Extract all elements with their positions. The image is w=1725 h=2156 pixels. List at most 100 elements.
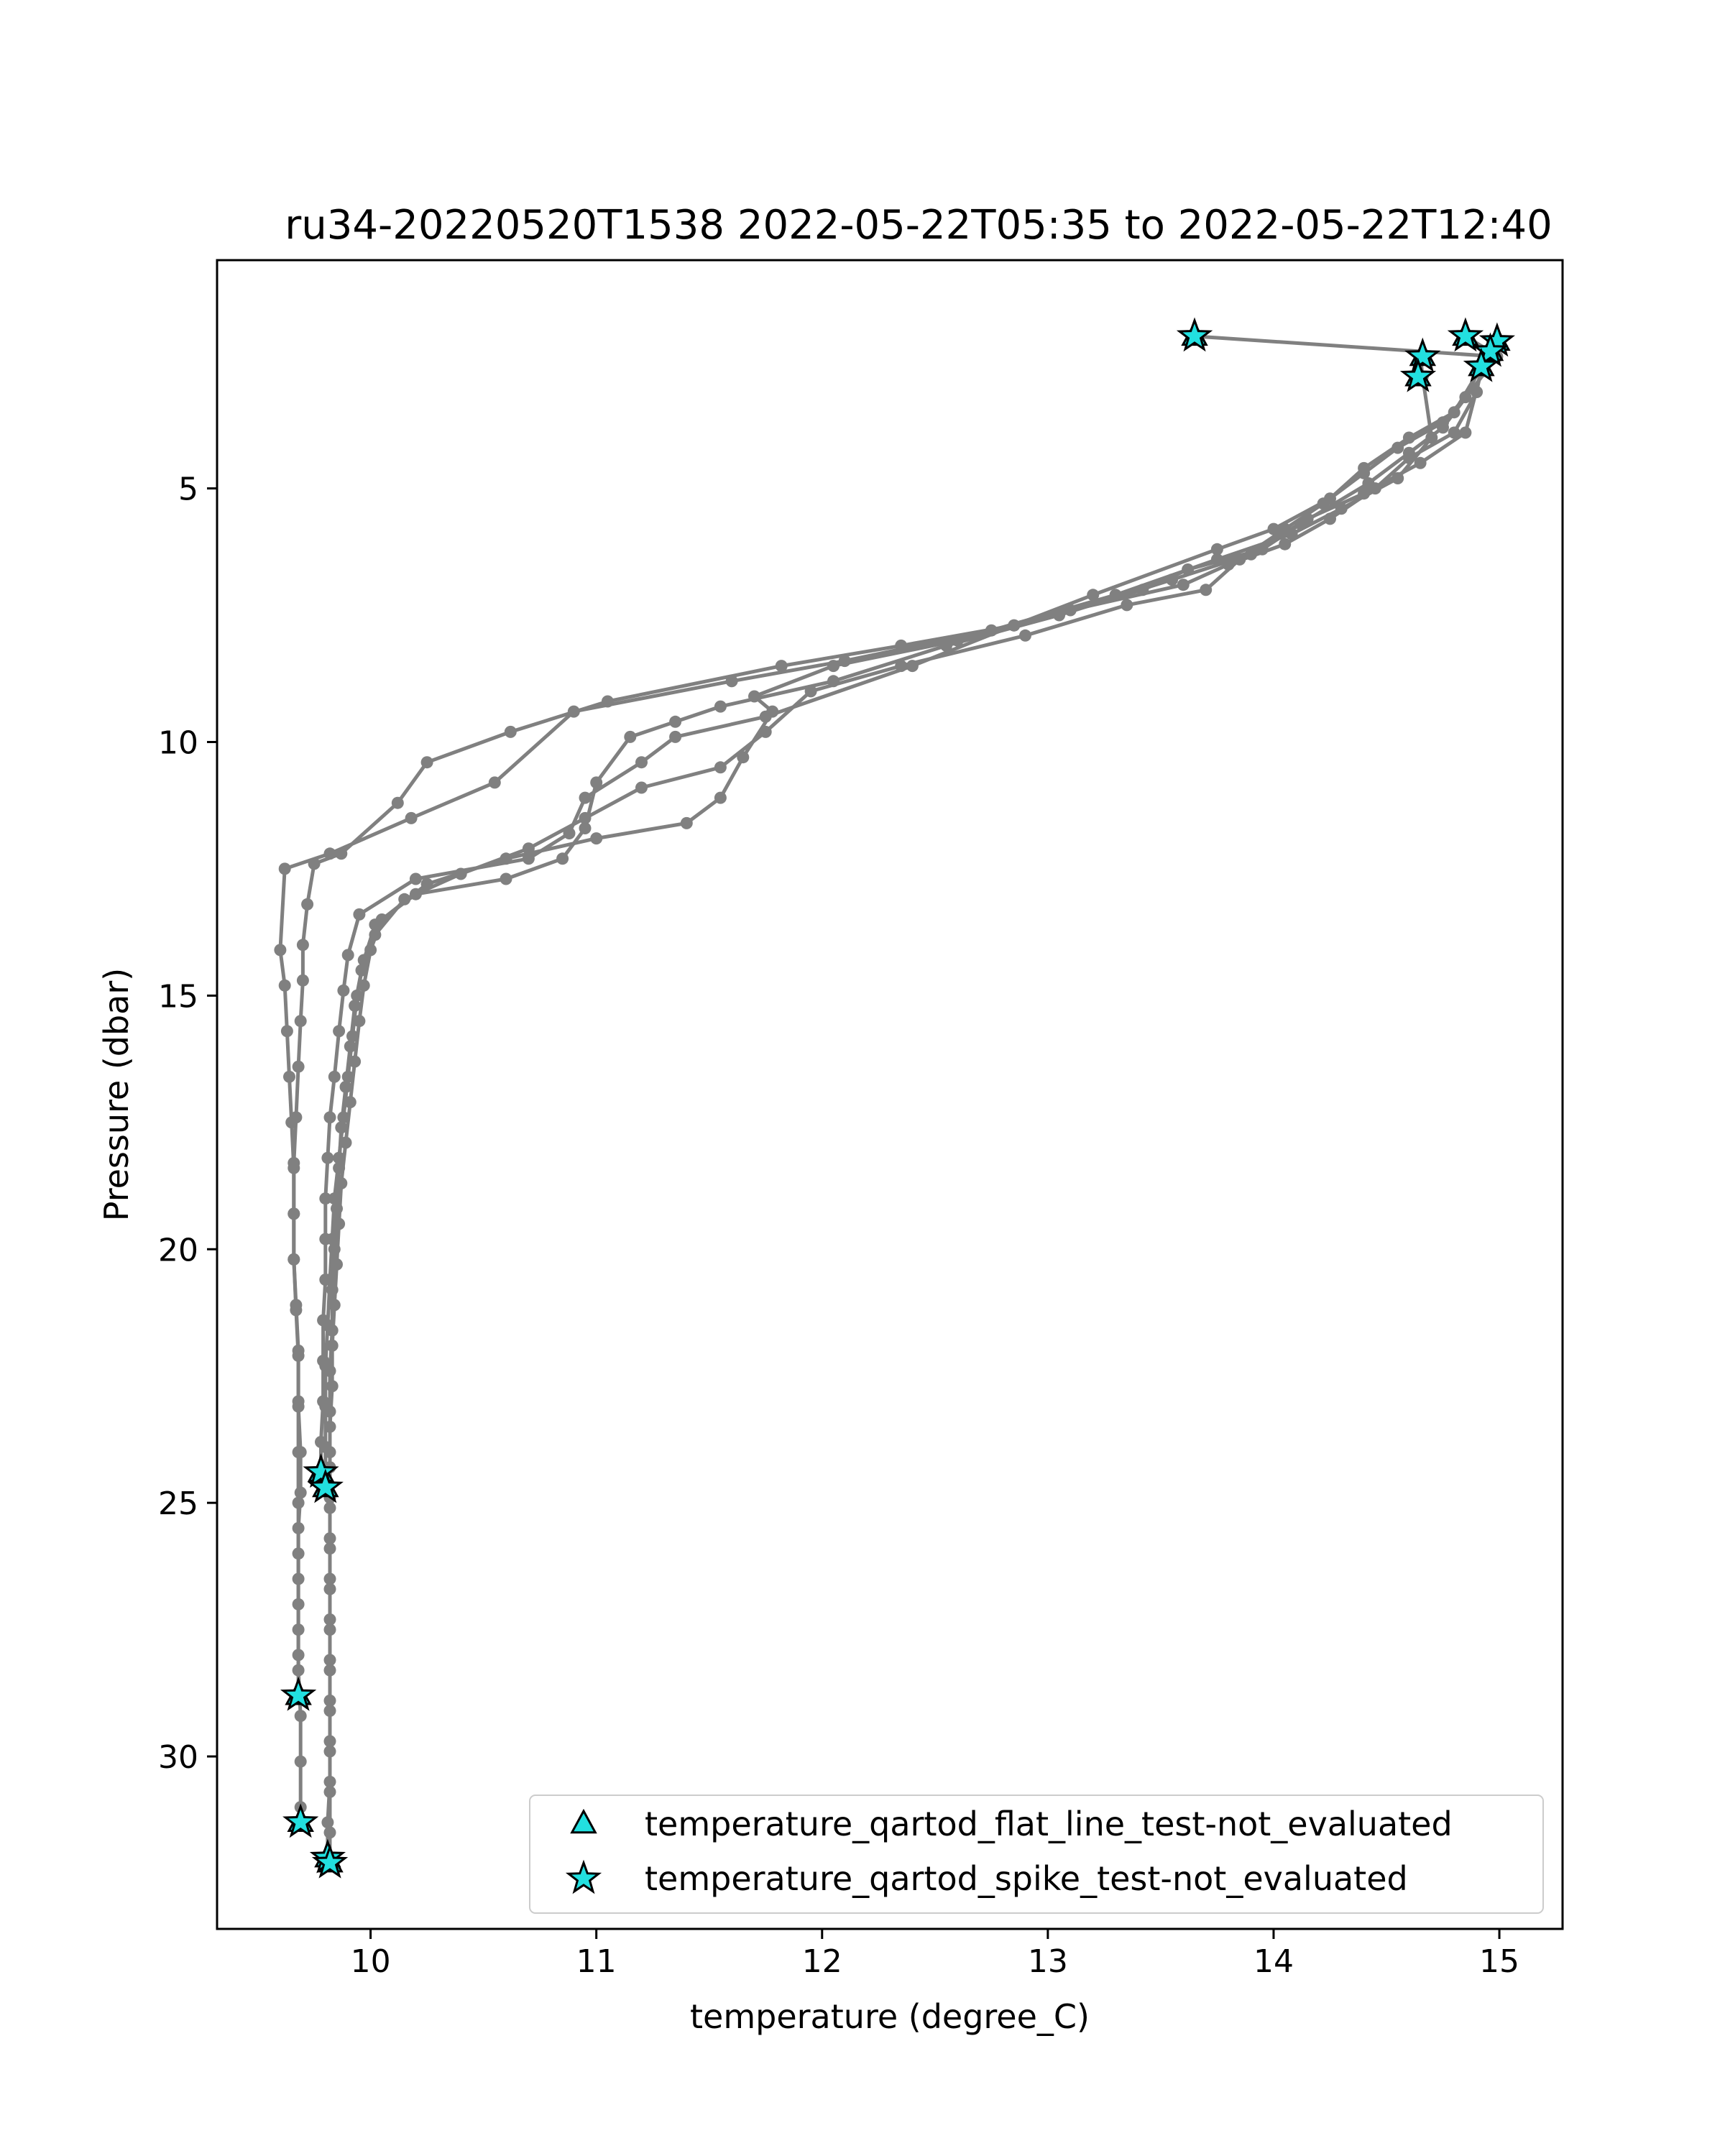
profile-point — [669, 715, 682, 728]
y-tick-label: 5 — [178, 471, 198, 508]
profile-point — [319, 1192, 332, 1205]
profile-point — [775, 660, 788, 673]
profile-point — [294, 1710, 307, 1723]
profile-point — [635, 781, 648, 794]
spike-flag-marker — [303, 1453, 339, 1488]
profile-point — [1448, 426, 1460, 439]
y-axis-label: Pressure (dbar) — [97, 968, 136, 1221]
profile-line — [326, 361, 1486, 1858]
profile-point — [349, 1055, 362, 1068]
profile-point — [714, 791, 727, 804]
profile-point — [1437, 416, 1449, 429]
profile-point — [278, 979, 291, 992]
profile-point — [294, 1486, 307, 1499]
legend-box — [529, 1795, 1544, 1914]
profile-point — [328, 1243, 341, 1256]
profile-point — [292, 1598, 305, 1611]
profile-point — [1358, 466, 1371, 479]
profile-point — [504, 725, 517, 738]
spike-flag-marker — [280, 1676, 317, 1711]
profile-point — [321, 1151, 334, 1164]
profile-point — [1121, 599, 1133, 612]
profile-series — [321, 355, 1490, 1864]
profile-point — [323, 1613, 336, 1626]
profile-point — [398, 893, 411, 906]
profile-point — [353, 908, 366, 921]
profile-point — [323, 1826, 336, 1839]
profile-point — [579, 811, 592, 824]
x-tick-label: 14 — [1254, 1943, 1294, 1980]
profile-point — [323, 847, 336, 860]
profile-point — [292, 1344, 305, 1357]
legend-star-glyph — [565, 1859, 602, 1894]
profile-point — [355, 964, 368, 977]
profile-point — [283, 1070, 295, 1083]
x-axis-label: temperature (degree_C) — [690, 1997, 1090, 2036]
profile-point — [522, 842, 535, 855]
profile-line — [323, 341, 1494, 1488]
profile-point — [635, 756, 648, 769]
profile-point — [290, 1299, 303, 1312]
profile-point — [294, 1015, 307, 1028]
profile-point — [748, 690, 760, 703]
y-tick-label: 10 — [158, 724, 198, 761]
profile-point — [766, 705, 779, 718]
legend-marker-triangle — [570, 1808, 597, 1834]
profile-point — [341, 949, 354, 962]
profile-point — [323, 1735, 336, 1748]
legend-label-flat-line: temperature_qartod_flat_line_test-not_ev… — [645, 1805, 1453, 1843]
spike-flag-marker — [1404, 337, 1441, 372]
profile-point — [1200, 584, 1213, 596]
profile-point — [339, 1080, 352, 1093]
profile-point — [369, 929, 382, 941]
spike-flag-marker — [1463, 347, 1499, 382]
spike-flag-marker — [1447, 317, 1484, 352]
profile-point — [292, 1395, 305, 1408]
legend-label-spike: temperature_qartod_spike_test-not_evalua… — [645, 1859, 1408, 1898]
profile-point — [296, 974, 309, 987]
profile-point — [323, 1365, 336, 1378]
profile-point — [1402, 451, 1415, 464]
profile-point — [292, 1446, 305, 1459]
profile-point — [344, 1040, 356, 1053]
profile-point — [333, 1161, 346, 1174]
y-tick-label: 30 — [158, 1739, 198, 1776]
profile-point — [1279, 538, 1292, 550]
spike-flag-marker — [282, 1803, 319, 1838]
profile-point — [827, 660, 840, 673]
profile-point — [1368, 482, 1381, 495]
profile-point — [288, 1161, 300, 1174]
profile-point — [1064, 604, 1077, 617]
profile-point — [1459, 426, 1472, 439]
profile-point — [288, 1253, 300, 1266]
profile-point — [301, 898, 314, 911]
plot-frame — [216, 259, 1564, 1930]
profile-point — [349, 1000, 362, 1012]
profile-point — [590, 776, 603, 789]
profile-point — [405, 811, 418, 824]
profile-point — [725, 675, 738, 688]
y-tick-label: 15 — [158, 978, 198, 1015]
profile-point — [353, 1015, 366, 1028]
profile-point — [331, 1202, 343, 1215]
profile-point — [951, 634, 964, 647]
profile-point — [1324, 512, 1336, 525]
profile-point — [326, 1380, 339, 1393]
profile-point — [328, 1299, 341, 1312]
chart-title: ru34-20220520T1538 2022-05-22T05:35 to 2… — [285, 202, 1552, 249]
profile-point — [804, 685, 817, 698]
profile-point — [590, 832, 603, 845]
profile-point — [323, 1446, 336, 1459]
legend: temperature_qartod_flat_line_test-not_ev… — [529, 1795, 1544, 1914]
spike-flag-marker — [1176, 317, 1213, 352]
x-tick-label: 15 — [1479, 1943, 1519, 1980]
x-tick-label: 13 — [1028, 1943, 1068, 1980]
y-tick-label: 20 — [158, 1232, 198, 1268]
x-tick-label: 10 — [351, 1943, 391, 1980]
profile-point — [1414, 456, 1427, 469]
flag-markers — [280, 317, 1515, 1879]
profile-point — [624, 730, 637, 743]
profile-point — [680, 816, 693, 829]
